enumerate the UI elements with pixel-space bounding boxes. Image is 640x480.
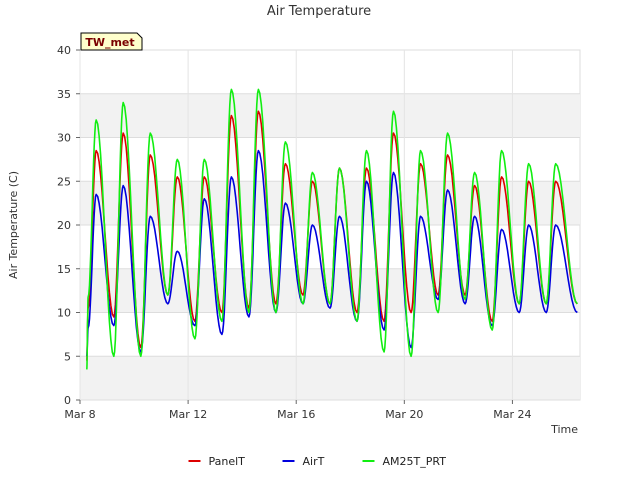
series-lines	[86, 88, 578, 370]
grid-bands	[80, 93, 580, 400]
legend-item-airt: AirT	[282, 455, 325, 468]
x-axis-label: Time	[550, 423, 578, 436]
grid-band	[80, 356, 580, 400]
x-tick-label: Mar 12	[169, 408, 207, 421]
y-tick-label: 20	[57, 219, 71, 232]
legend: PanelT AirT AM25T_PRT	[188, 455, 447, 468]
chart-title: Air Temperature	[267, 4, 371, 19]
series-line-am25t_prt	[86, 88, 578, 370]
y-axis: 0 5 10 15 20 25 30 35 40	[57, 44, 80, 407]
legend-item-am25t_prt: AM25T_PRT	[362, 455, 447, 468]
x-axis: Mar 8 Mar 12 Mar 16 Mar 20 Mar 24	[64, 400, 532, 421]
legend-label: AirT	[303, 455, 325, 468]
y-tick-label: 30	[57, 132, 71, 145]
y-tick-label: 25	[57, 175, 71, 188]
grid-band	[80, 181, 580, 225]
y-tick-label: 15	[57, 263, 71, 276]
legend-label: AM25T_PRT	[383, 455, 447, 468]
x-tick-label: Mar 20	[385, 408, 423, 421]
station-tag: TW_met	[80, 32, 143, 51]
x-tick-label: Mar 8	[64, 408, 95, 421]
grid-lines	[79, 49, 580, 401]
station-tag-label: TW_met	[85, 36, 134, 49]
y-tick-label: 5	[64, 350, 71, 363]
y-tick-label: 0	[64, 394, 71, 407]
y-tick-label: 40	[57, 44, 71, 57]
y-tick-label: 35	[57, 88, 71, 101]
legend-label: PanelT	[209, 455, 246, 468]
x-tick-label: Mar 24	[493, 408, 531, 421]
station-tag-box	[80, 32, 143, 51]
grid-band	[80, 268, 580, 313]
y-tick-label: 10	[57, 307, 71, 320]
x-tick-label: Mar 16	[277, 408, 315, 421]
legend-item-panelt: PanelT	[188, 455, 246, 468]
y-axis-label: Air Temperature (C)	[7, 171, 20, 279]
grid-band	[80, 93, 580, 138]
